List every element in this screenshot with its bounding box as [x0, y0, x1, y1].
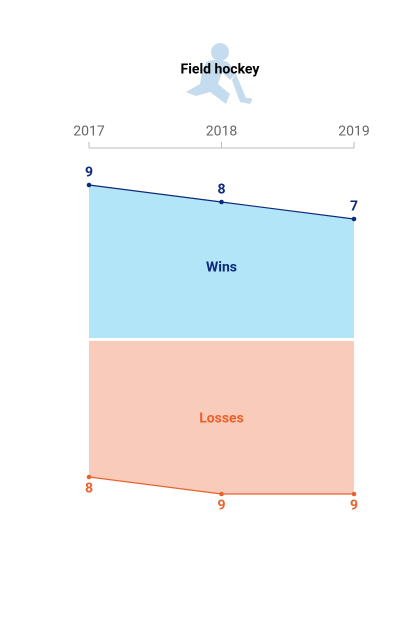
x-tick-label: 2019 [338, 124, 369, 140]
value-label: 9 [217, 498, 225, 514]
value-label: 8 [217, 182, 225, 198]
point [219, 199, 224, 205]
chart-title: Field hockey [181, 62, 261, 78]
point [351, 491, 357, 497]
area [89, 341, 354, 494]
value-label: 9 [350, 498, 358, 514]
value-label: 8 [85, 481, 93, 497]
value-label: 9 [85, 165, 93, 181]
point [351, 216, 357, 222]
point [86, 474, 92, 480]
x-tick-label: 2018 [206, 124, 238, 140]
area [89, 185, 354, 338]
point [86, 182, 92, 188]
point [219, 491, 224, 497]
x-tick-label: 2017 [73, 124, 105, 140]
series-label: Wins [206, 260, 237, 276]
series-label: Losses [199, 411, 244, 427]
value-label: 7 [350, 199, 358, 215]
hockey-icon [186, 43, 252, 104]
